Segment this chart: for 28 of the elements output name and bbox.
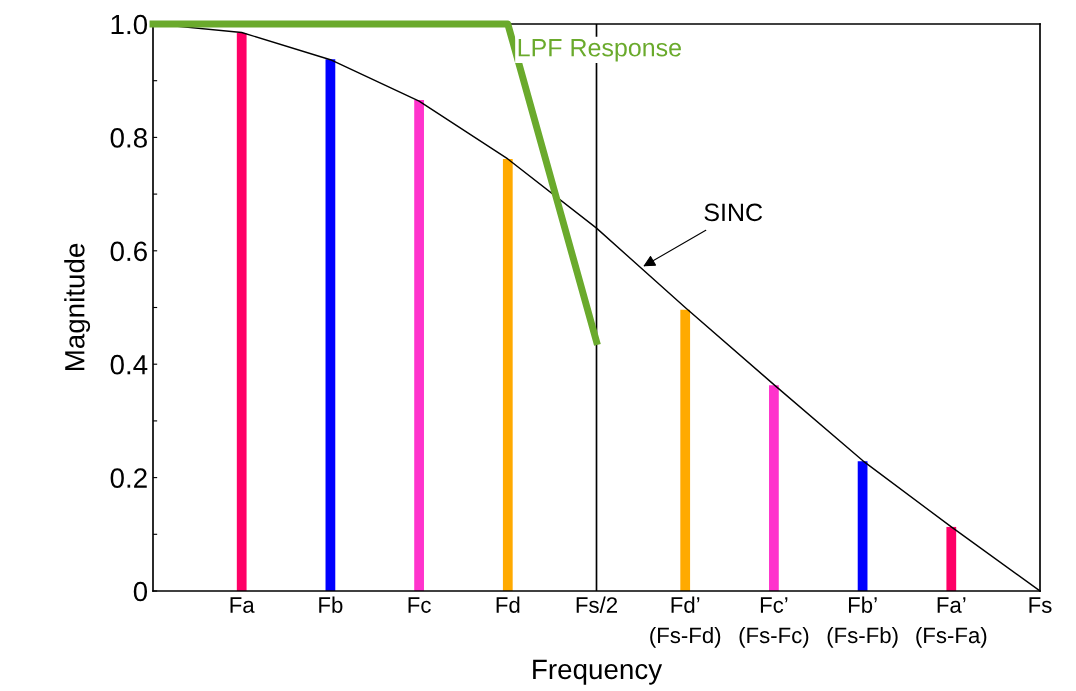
- y-tick-label: 0: [133, 581, 148, 602]
- x-tick-label: Fd’ (Fs-Fd): [650, 596, 721, 648]
- x-tick-label: Fs/2: [576, 596, 617, 613]
- y-tick-label: 0.2: [110, 468, 147, 488]
- x-axis-title: Frequency: [533, 659, 663, 685]
- x-tick-label: Fc’ (Fs-Fc): [739, 597, 809, 648]
- x-tick-label: Fa: [230, 597, 255, 613]
- x-tick-label: Fa’ (Fs-Fa): [916, 597, 987, 648]
- bar: [769, 385, 779, 591]
- y-tick-label: 0.8: [110, 128, 147, 148]
- x-tick-label: Fs: [1029, 597, 1052, 613]
- bar: [502, 158, 513, 591]
- x-tick-label: Fd: [496, 596, 520, 613]
- x-tick-label: Fb’ (Fs-Fb): [827, 596, 898, 648]
- bar: [414, 99, 424, 591]
- bar: [325, 59, 336, 591]
- y-tick-label: 0.4: [110, 354, 148, 375]
- bar: [680, 309, 691, 591]
- y-tick-label: 1.0: [111, 14, 148, 35]
- text: SINC: [704, 203, 763, 222]
- y-tick-label: 0.6: [110, 241, 147, 262]
- bar: [946, 526, 957, 591]
- bar: [236, 33, 247, 591]
- x-tick-label: Fc: [408, 597, 431, 613]
- x-tick-label: Fb: [319, 596, 343, 613]
- y-axis-title: Magnitude: [64, 243, 91, 371]
- bar: [857, 461, 868, 591]
- series-label: LPF Response: [518, 39, 681, 62]
